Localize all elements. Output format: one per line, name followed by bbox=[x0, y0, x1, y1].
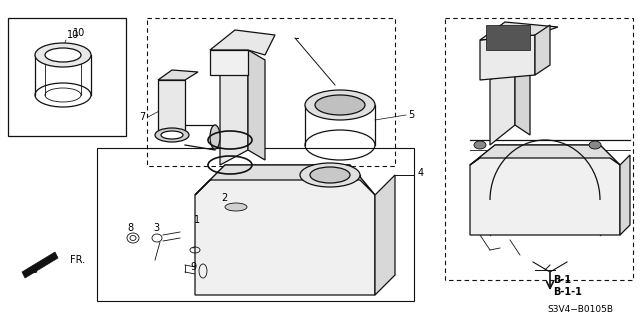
Ellipse shape bbox=[589, 141, 601, 149]
Bar bbox=[486, 25, 530, 50]
Text: 4: 4 bbox=[418, 168, 424, 178]
Polygon shape bbox=[490, 60, 515, 145]
Polygon shape bbox=[470, 145, 620, 235]
Bar bbox=[445, 18, 633, 280]
Text: 9: 9 bbox=[190, 262, 196, 272]
Polygon shape bbox=[248, 50, 265, 160]
Text: 7: 7 bbox=[139, 112, 145, 122]
Ellipse shape bbox=[45, 48, 81, 62]
Ellipse shape bbox=[315, 95, 365, 115]
Polygon shape bbox=[375, 175, 395, 295]
Polygon shape bbox=[195, 165, 375, 195]
Polygon shape bbox=[195, 165, 375, 295]
Ellipse shape bbox=[161, 131, 183, 139]
Polygon shape bbox=[480, 22, 558, 40]
Polygon shape bbox=[210, 50, 248, 75]
Polygon shape bbox=[470, 145, 620, 165]
Ellipse shape bbox=[300, 163, 360, 187]
Polygon shape bbox=[535, 25, 550, 75]
Ellipse shape bbox=[210, 125, 220, 149]
Text: 5: 5 bbox=[408, 110, 414, 120]
Ellipse shape bbox=[155, 128, 189, 142]
Polygon shape bbox=[158, 80, 185, 135]
Text: 10: 10 bbox=[73, 28, 85, 38]
Polygon shape bbox=[22, 252, 58, 278]
Text: B-1-1: B-1-1 bbox=[553, 287, 582, 297]
Bar bbox=[147, 18, 395, 166]
Bar bbox=[97, 148, 414, 301]
Polygon shape bbox=[515, 60, 530, 135]
Text: 1: 1 bbox=[194, 215, 200, 225]
Polygon shape bbox=[620, 155, 630, 235]
Polygon shape bbox=[158, 70, 198, 80]
Ellipse shape bbox=[225, 203, 247, 211]
Text: FR.: FR. bbox=[70, 255, 85, 265]
Bar bbox=[8, 18, 126, 136]
Ellipse shape bbox=[305, 90, 375, 120]
Polygon shape bbox=[220, 50, 248, 165]
Text: 3: 3 bbox=[153, 223, 159, 233]
Text: 6: 6 bbox=[224, 125, 230, 135]
Text: 10: 10 bbox=[67, 30, 79, 40]
Text: S3V4−B0105B: S3V4−B0105B bbox=[547, 306, 613, 315]
Text: 2: 2 bbox=[221, 193, 227, 203]
Ellipse shape bbox=[474, 141, 486, 149]
Polygon shape bbox=[210, 30, 275, 55]
Ellipse shape bbox=[35, 43, 91, 67]
Text: 8: 8 bbox=[127, 223, 133, 233]
Text: B-1: B-1 bbox=[553, 275, 571, 285]
Ellipse shape bbox=[310, 167, 350, 183]
Polygon shape bbox=[480, 35, 535, 80]
